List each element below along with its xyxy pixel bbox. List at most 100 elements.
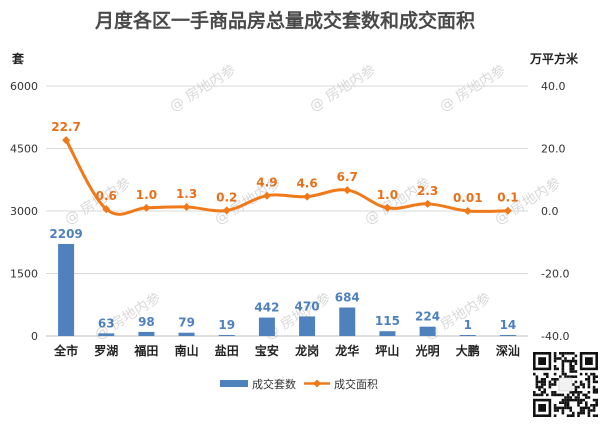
qr-module [569, 365, 572, 368]
line-series-path [64, 139, 508, 216]
left-axis-tick-label: 6000 [10, 80, 38, 93]
right-axis-tick-label: 20.0 [541, 143, 566, 156]
qr-module [592, 391, 596, 394]
qr-module [592, 414, 596, 417]
qr-module [561, 354, 565, 358]
qr-module [585, 393, 588, 397]
qr-module [572, 357, 575, 360]
qr-module [595, 380, 598, 384]
qr-module [587, 409, 591, 412]
qr-module [569, 398, 572, 402]
qr-module [587, 396, 591, 399]
qr-module [553, 406, 557, 410]
line-data-label: 22.7 [51, 120, 81, 134]
qr-module [564, 401, 567, 404]
right-axis-unit: 万平方米 [529, 51, 579, 66]
qr-module [582, 393, 585, 397]
qr-module [556, 393, 559, 397]
bar-南山 [178, 332, 195, 336]
right-axis-tick-label: -20.0 [541, 268, 569, 281]
qr-module [561, 359, 565, 363]
qr-code-pattern [533, 352, 598, 417]
qr-module [582, 409, 585, 412]
qr-module [574, 375, 578, 378]
bar-data-label: 470 [295, 299, 320, 313]
qr-module [577, 393, 580, 397]
qr-module [546, 393, 549, 397]
qr-module [535, 385, 539, 389]
qr-module [538, 385, 541, 389]
right-axis-ticks: 40.0 20.0 0.0 -20.0 -40.0 [541, 80, 569, 343]
qr-module [592, 372, 596, 376]
qr-module [574, 370, 578, 373]
qr-module [543, 378, 546, 381]
chart-title: 月度各区一手商品房总量成交套数和成交面积 [94, 9, 475, 32]
qr-module [577, 414, 580, 417]
qr-module [561, 372, 565, 376]
qr-module [564, 406, 567, 410]
qr-module [592, 398, 596, 402]
qr-module [587, 411, 591, 415]
line-data-label: 4.6 [296, 177, 317, 191]
line-data-label: 1.0 [377, 188, 398, 202]
qr-module [587, 378, 591, 381]
qr-module [579, 411, 583, 415]
qr-module [572, 411, 575, 415]
qr-module [592, 385, 596, 389]
qr-module [553, 372, 557, 376]
qr-module [585, 401, 588, 404]
left-axis-tick-label: 1500 [10, 268, 38, 281]
qr-module [587, 380, 591, 384]
qr-module [540, 378, 544, 381]
qr-module [553, 359, 557, 363]
qr-module [572, 367, 575, 371]
bar-罗湖 [98, 333, 115, 336]
qr-module [559, 352, 562, 355]
gridlines [46, 85, 528, 337]
line-data-label: 0.1 [497, 191, 518, 205]
qr-module [553, 380, 557, 384]
qr-module [569, 396, 572, 399]
qr-module [548, 383, 552, 386]
qr-module [553, 404, 557, 407]
bar-data-label: 224 [415, 310, 440, 324]
qr-module [556, 406, 559, 410]
qr-module [538, 388, 541, 391]
line-data-label: 0.01 [453, 191, 483, 205]
qr-module [551, 378, 554, 381]
qr-module [556, 357, 559, 360]
qr-module [566, 393, 570, 397]
qr-module [561, 362, 565, 365]
bar-series [58, 243, 516, 336]
qr-module [579, 391, 583, 394]
qr-module [561, 401, 565, 404]
qr-module [569, 375, 572, 378]
qr-module [553, 367, 557, 371]
qr-logo [558, 377, 573, 392]
bar-data-label: 98 [138, 315, 155, 329]
bar-data-label: 442 [254, 301, 279, 315]
qr-finder-core [538, 404, 546, 412]
qr-module [553, 357, 557, 360]
qr-module [577, 396, 580, 399]
left-axis-tick-label: 3000 [10, 205, 38, 218]
qr-finder-core [585, 357, 593, 365]
qr-module [553, 414, 557, 417]
bar-data-label: 684 [335, 291, 360, 305]
bar-data-label: 1 [464, 318, 472, 332]
qr-module [540, 380, 544, 384]
qr-module [577, 411, 580, 415]
line-point-大鹏 [463, 206, 472, 215]
qr-code [531, 350, 601, 420]
qr-module [587, 375, 591, 378]
qr-module [569, 367, 572, 371]
qr-module [553, 378, 557, 381]
qr-module [569, 409, 572, 412]
category-label: 深汕 [496, 343, 520, 358]
line-data-label: 1.0 [136, 188, 157, 202]
qr-module [553, 352, 557, 355]
qr-module [577, 404, 580, 407]
left-axis-unit: 套 [11, 51, 25, 66]
